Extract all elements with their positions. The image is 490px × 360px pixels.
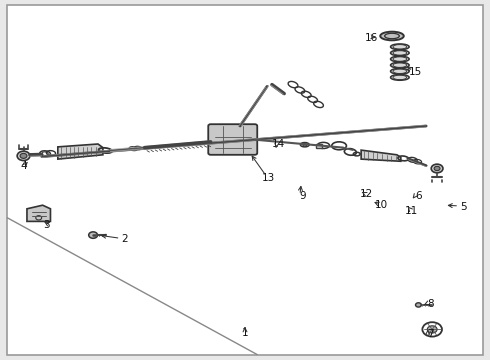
Text: 4: 4 (20, 161, 27, 171)
Text: 15: 15 (409, 67, 422, 77)
Circle shape (416, 303, 421, 307)
Ellipse shape (380, 32, 404, 40)
Text: 7: 7 (427, 329, 434, 339)
Text: 16: 16 (365, 33, 378, 43)
Polygon shape (27, 205, 50, 221)
Ellipse shape (391, 44, 409, 50)
Text: 6: 6 (416, 191, 422, 201)
Circle shape (89, 232, 98, 238)
Polygon shape (361, 150, 401, 161)
Text: 13: 13 (262, 173, 275, 183)
Text: 2: 2 (122, 234, 128, 244)
Ellipse shape (391, 56, 409, 62)
Text: 9: 9 (299, 191, 306, 201)
Ellipse shape (391, 62, 409, 68)
Ellipse shape (391, 68, 409, 74)
Circle shape (17, 151, 30, 161)
FancyBboxPatch shape (208, 124, 257, 155)
Polygon shape (58, 144, 103, 159)
Text: 11: 11 (405, 206, 418, 216)
Text: 10: 10 (375, 200, 388, 210)
Text: 8: 8 (427, 299, 434, 309)
Text: 3: 3 (43, 220, 50, 230)
Text: 1: 1 (242, 328, 248, 338)
Text: 5: 5 (460, 202, 466, 212)
FancyBboxPatch shape (7, 5, 483, 355)
Circle shape (431, 164, 443, 173)
Text: 12: 12 (360, 189, 373, 199)
Ellipse shape (391, 75, 409, 80)
Circle shape (434, 166, 440, 171)
Text: 14: 14 (271, 139, 285, 149)
Bar (316, 144, 322, 148)
Circle shape (427, 326, 437, 333)
Ellipse shape (391, 50, 409, 56)
Circle shape (20, 153, 27, 158)
